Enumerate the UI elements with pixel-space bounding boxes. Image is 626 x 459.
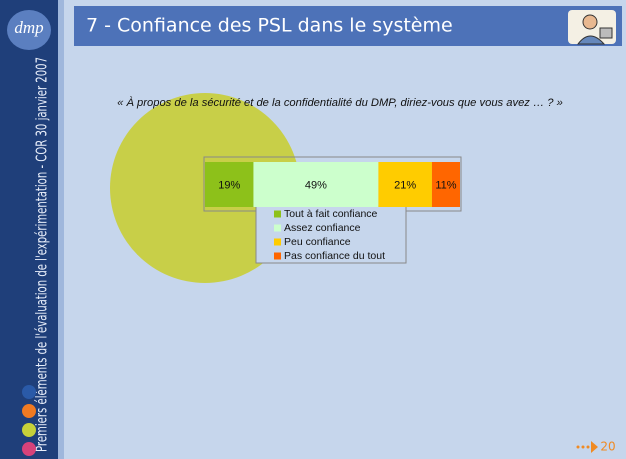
data-label: 49% (305, 179, 327, 191)
page-arrow (576, 441, 598, 453)
icon (568, 10, 616, 45)
chart-title: « À propos de la sécurité et de la confi… (117, 96, 563, 109)
legend-swatch (274, 224, 281, 232)
bar-segment (378, 162, 432, 207)
dot (22, 423, 36, 437)
logo: dmp (14, 18, 43, 37)
slide-title: 7 - Confiance des PSL dans le système (86, 15, 453, 37)
sidebar (0, 0, 58, 459)
legend-label: Assez confiance (284, 222, 361, 234)
legend-label: Tout à fait confiance (284, 208, 378, 220)
dot (22, 442, 36, 456)
data-label: 21% (394, 179, 416, 191)
data-label: 19% (218, 179, 240, 191)
legend-swatch (274, 252, 281, 260)
dot (22, 385, 36, 399)
bar-segment (253, 162, 379, 207)
dot (22, 404, 36, 418)
bar-segment (205, 162, 254, 207)
logo-badge (7, 10, 51, 50)
legend-swatch (274, 210, 281, 218)
legend-swatch (274, 238, 281, 246)
header-bar (74, 6, 622, 46)
legend-label: Peu confiance (284, 236, 351, 248)
bar-segment (431, 162, 460, 207)
sidebar-text: Premiers éléments de l'évaluation de l'e… (33, 57, 51, 452)
legend-label: Pas confiance du tout (284, 250, 385, 262)
page-number: 20 (600, 440, 615, 454)
data-label: 11% (435, 179, 456, 191)
sidebar-edge (58, 0, 64, 459)
